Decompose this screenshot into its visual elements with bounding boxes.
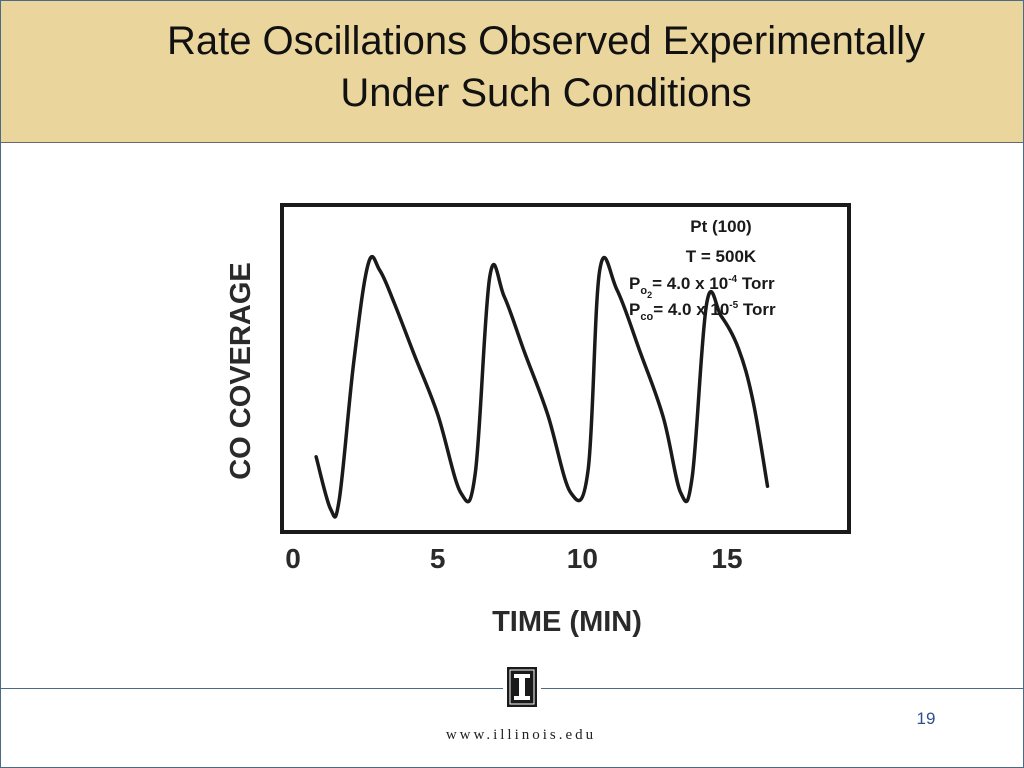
x-axis-label: TIME (MIN) xyxy=(492,606,642,638)
illinois-logo-icon xyxy=(503,663,541,711)
annotation-line-2: T = 500K xyxy=(686,247,757,266)
slide-title: Rate Oscillations Observed Experimentall… xyxy=(71,15,1021,119)
chart: 0 5 10 15 Pt (100) T = 500K Po2= 4.0 x 10-4… xyxy=(225,203,851,638)
x-tick-label: 5 xyxy=(430,543,446,574)
page-number: 19 xyxy=(916,709,936,728)
annotation-box: Pt (100) T = 500K Po2= 4.0 x 10-4 Torr P… xyxy=(629,217,776,323)
y-axis-label: CO COVERAGE xyxy=(225,262,257,480)
annotation-po2: Po2= 4.0 x 10-4 Torr xyxy=(629,274,775,300)
series-line-0 xyxy=(314,255,770,519)
footer-url[interactable]: www.illinois.edu xyxy=(445,727,597,743)
chart-marks: 0 5 10 15 xyxy=(280,203,851,574)
plot-frame xyxy=(280,203,851,534)
x-tick-label: 15 xyxy=(711,543,742,574)
x-tick-label: 0 xyxy=(285,543,301,574)
slide-title-line-2: Under Such Conditions xyxy=(340,71,752,115)
illinois-logo xyxy=(503,663,541,711)
title-bar: Rate Oscillations Observed Experimentall… xyxy=(1,1,1023,143)
x-tick-label: 10 xyxy=(567,543,598,574)
slide-title-line-1: Rate Oscillations Observed Experimentall… xyxy=(166,19,926,63)
annotation-line-1: Pt (100) xyxy=(690,217,751,236)
annotation-pco: Pco= 4.0 x 10-5 Torr xyxy=(629,300,776,323)
